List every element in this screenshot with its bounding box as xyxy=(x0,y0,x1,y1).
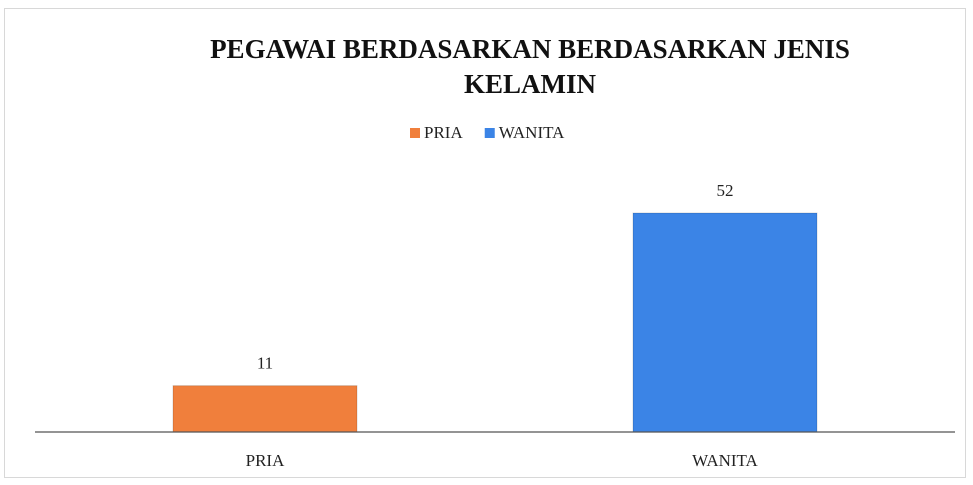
legend-swatch xyxy=(484,128,495,138)
data-label: 11 xyxy=(257,354,273,373)
bar xyxy=(172,385,358,433)
legend-label: WANITA xyxy=(499,123,565,142)
chart-frame xyxy=(4,8,966,478)
bar xyxy=(632,212,818,433)
legend-swatch xyxy=(410,128,420,138)
x-tick-label: WANITA xyxy=(692,451,758,470)
x-tick-label: PRIA xyxy=(246,451,285,470)
legend-label: PRIA xyxy=(424,123,463,142)
data-label: 52 xyxy=(717,181,734,200)
chart-title: PEGAWAI BERDASARKAN BERDASARKAN JENIS KE… xyxy=(210,34,850,99)
